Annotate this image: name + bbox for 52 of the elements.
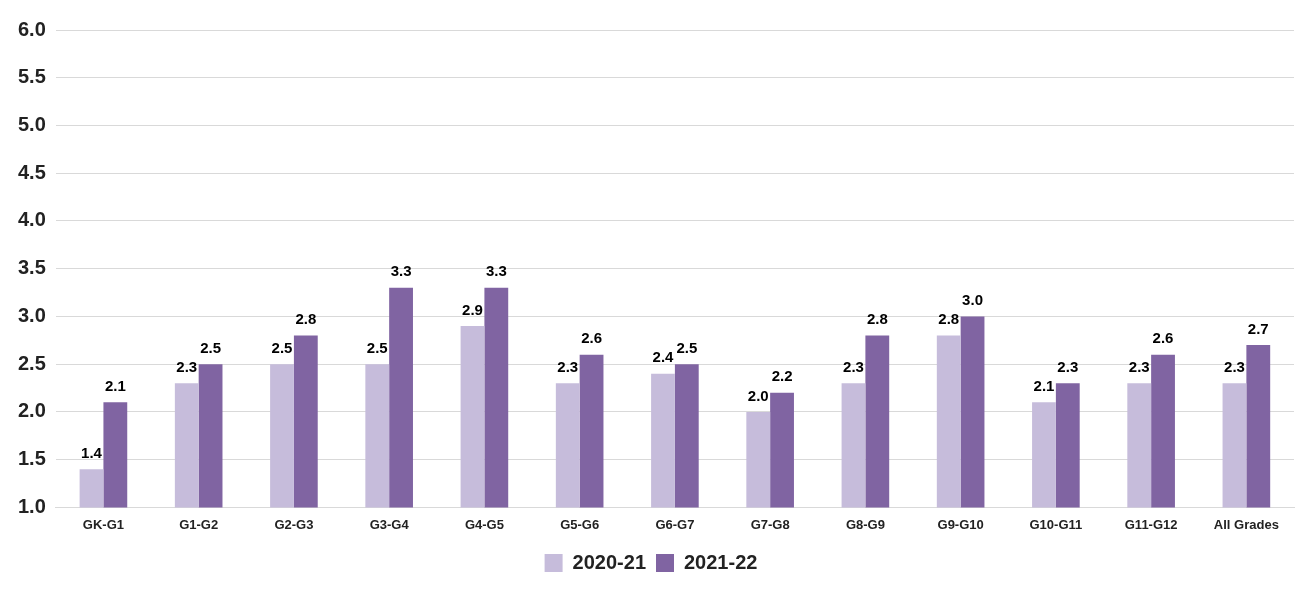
data-label: 3.0 <box>962 291 983 309</box>
y-tick-label: 1.5 <box>17 447 46 470</box>
data-label: 2.5 <box>271 338 293 356</box>
data-label: 2.8 <box>866 310 888 328</box>
data-label: 2.5 <box>366 338 388 356</box>
data-label: 2.5 <box>200 338 222 356</box>
data-label: 2.3 <box>843 357 864 375</box>
data-label: 3.3 <box>390 262 412 280</box>
x-tick-label: G2-G3 <box>274 516 314 532</box>
y-tick-label: 5.5 <box>17 65 46 88</box>
x-tick-label: G1-G2 <box>179 516 219 532</box>
x-tick-label: All Grades <box>1213 516 1279 532</box>
data-label: 2.3 <box>176 357 198 375</box>
data-label: 2.3 <box>1224 357 1245 375</box>
data-label: 2.9 <box>462 300 483 318</box>
x-tick-label: G5-G6 <box>560 516 600 532</box>
x-tick-label: G9-G10 <box>937 516 984 532</box>
data-label: 3.3 <box>485 262 507 280</box>
data-label: 2.2 <box>771 367 793 385</box>
x-tick-label: G3-G4 <box>369 516 410 532</box>
x-tick-label: G8-G9 <box>845 516 885 532</box>
data-label: 2.1 <box>104 377 126 395</box>
x-tick-label: G6-G7 <box>655 516 695 532</box>
data-label: 2.7 <box>1247 319 1269 337</box>
y-tick-label: 1.0 <box>17 494 46 517</box>
x-tick-label: GK-G1 <box>82 516 125 532</box>
y-tick-label: 3.0 <box>17 303 46 326</box>
y-tick-label: 6.0 <box>17 17 46 40</box>
data-label: 2.6 <box>581 329 602 347</box>
y-tick-label: 2.0 <box>17 399 46 422</box>
data-label: 2.3 <box>1057 357 1079 375</box>
y-tick-label: 3.5 <box>17 256 46 279</box>
data-label: 2.3 <box>557 357 579 375</box>
y-tick-label: 4.0 <box>17 208 46 231</box>
data-label: 2.1 <box>1033 377 1055 395</box>
legend-label: 2021-22 <box>684 550 758 573</box>
x-tick-label: G4-G5 <box>464 516 504 532</box>
data-label: 2.0 <box>747 386 769 404</box>
data-label: 2.8 <box>938 310 960 328</box>
x-tick-label: G10-G11 <box>1029 516 1083 532</box>
legend-label: 2020-21 <box>572 550 647 573</box>
y-tick-label: 2.5 <box>17 351 46 374</box>
data-label: 2.5 <box>676 338 698 356</box>
y-tick-label: 4.5 <box>17 160 46 183</box>
data-label: 2.8 <box>295 310 317 328</box>
data-label: 2.4 <box>652 348 675 366</box>
y-tick-label: 5.0 <box>17 113 46 135</box>
data-label: 2.6 <box>1152 329 1174 347</box>
x-tick-label: G7-G8 <box>750 516 790 532</box>
data-label: 2.3 <box>1128 357 1150 375</box>
data-label: 1.4 <box>81 443 103 461</box>
x-tick-label: G11-G12 <box>1124 516 1178 532</box>
